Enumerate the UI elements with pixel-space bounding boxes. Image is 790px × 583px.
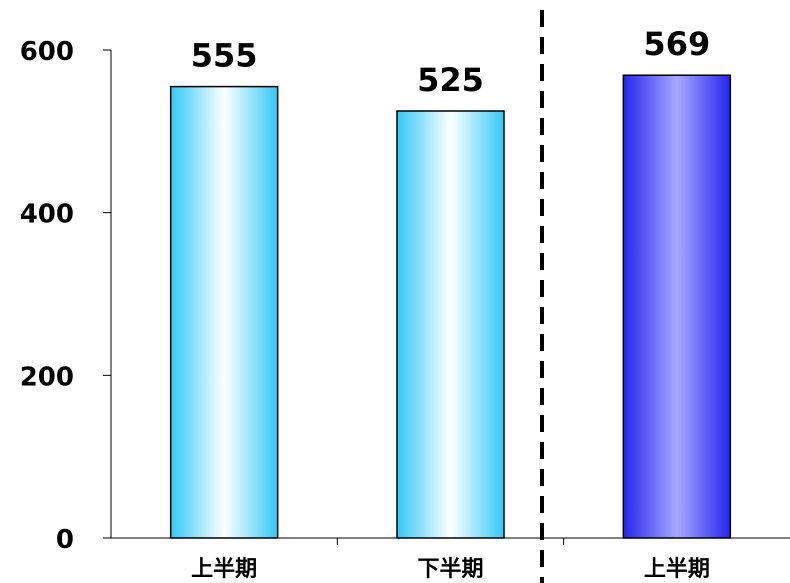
bar <box>622 74 732 539</box>
category-label: 上半期 <box>644 557 710 582</box>
y-tick-label: 600 <box>20 37 74 67</box>
y-tick-label: 400 <box>20 200 74 230</box>
data-labels: 555 525 569 <box>191 25 710 99</box>
category-labels: 上半期 下半期 上半期 <box>191 557 710 582</box>
data-label: 569 <box>643 25 710 63</box>
y-ticks: 0 200 400 600 <box>20 37 111 555</box>
bars <box>169 74 732 539</box>
data-label: 555 <box>191 37 258 75</box>
category-label: 上半期 <box>191 557 257 582</box>
data-label: 525 <box>417 61 484 99</box>
category-label: 下半期 <box>417 557 483 582</box>
bar <box>396 110 505 539</box>
y-tick-label: 0 <box>56 525 74 555</box>
y-tick-label: 200 <box>20 362 74 392</box>
bar <box>169 85 279 539</box>
x-ticks <box>336 538 565 545</box>
